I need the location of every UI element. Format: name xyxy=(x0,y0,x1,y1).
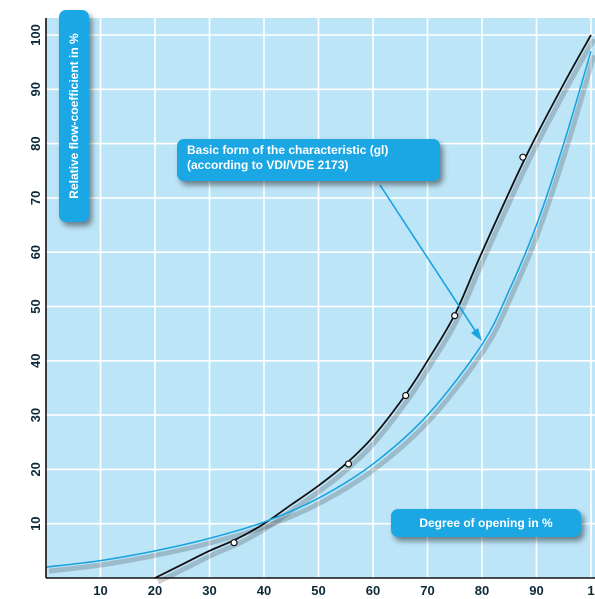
y-tick-label: 100 xyxy=(28,24,43,46)
x-axis-label-box: Degree of opening in % xyxy=(391,509,581,537)
x-tick-label: 60 xyxy=(366,583,380,598)
y-tick-label: 10 xyxy=(28,516,43,530)
series-1-point xyxy=(402,391,410,400)
series-1-shadow xyxy=(156,37,595,585)
x-tick-label: 80 xyxy=(475,583,489,598)
series-1-point xyxy=(230,539,238,547)
annotation-box: Basic form of the characteristic (gl) (a… xyxy=(177,139,440,181)
y-tick-label: 60 xyxy=(28,245,43,259)
series-1-line xyxy=(154,34,592,579)
y-axis-label-box: Relative flow-coefficient in % xyxy=(59,10,89,222)
series-2-line xyxy=(45,51,592,568)
x-tick-label: 10 xyxy=(93,583,107,598)
annotation-arrowhead xyxy=(471,328,482,341)
x-tick-label: 40 xyxy=(257,583,271,598)
x-tick-label: 20 xyxy=(148,583,162,598)
y-tick-label: 30 xyxy=(28,408,43,422)
series-1-point xyxy=(519,153,527,161)
series-1-point xyxy=(344,460,353,468)
y-tick-label: 90 xyxy=(28,82,43,96)
series-2-shadow xyxy=(48,54,595,574)
series-1-point xyxy=(451,312,459,320)
x-tick-label: 1 xyxy=(587,583,594,598)
series-layer xyxy=(45,34,595,585)
x-axis-label: Degree of opening in % xyxy=(419,516,553,530)
x-tick-label: 70 xyxy=(420,583,434,598)
y-tick-label: 20 xyxy=(28,462,43,476)
tick-labels: 10 20 30 40 50 60 70 80 90 1 10 20 30 40 50 60 70 80 90 100 xyxy=(28,24,595,598)
y-tick-label: 70 xyxy=(28,191,43,205)
annotation-line-2: (according to VDI/VDE 2173) xyxy=(187,158,349,172)
y-tick-label: 80 xyxy=(28,136,43,150)
x-tick-label: 30 xyxy=(202,583,216,598)
annotation-line-1: Basic form of the characteristic (gl) xyxy=(187,143,389,157)
y-axis-label: Relative flow-coefficient in % xyxy=(67,33,81,199)
x-tick-label: 50 xyxy=(311,583,325,598)
y-tick-label: 50 xyxy=(28,299,43,313)
x-tick-label: 90 xyxy=(529,583,543,598)
y-tick-label: 40 xyxy=(28,354,43,368)
annotation-pointer xyxy=(379,184,479,336)
